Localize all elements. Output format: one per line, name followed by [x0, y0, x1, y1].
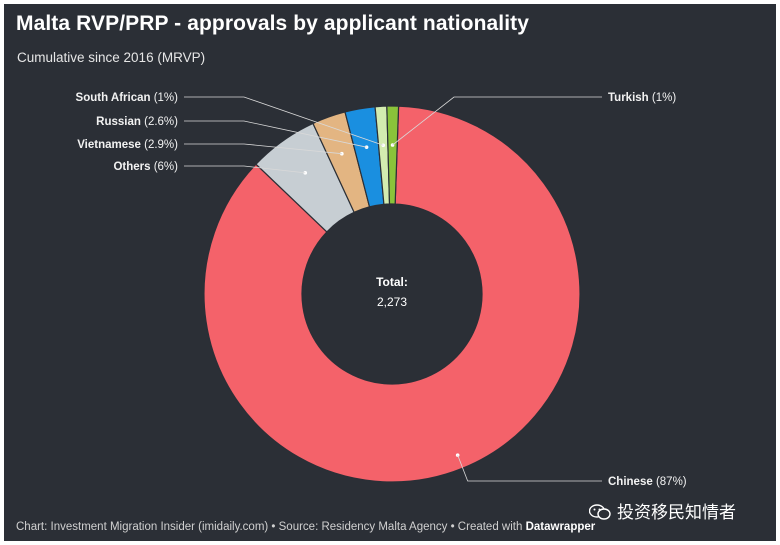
leader-line [184, 96, 384, 146]
slice-label: Russian (2.6%) [96, 116, 178, 128]
slice-label: Chinese (87%) [608, 476, 687, 488]
slice-label: Turkish (1%) [608, 92, 676, 104]
slice-labels: Chinese (87%) Others (6%) Vietnamese (2.9%… [76, 92, 687, 488]
slice-dot [364, 145, 369, 149]
center-total-value: 2,273 [377, 295, 407, 309]
slice-dot [381, 143, 386, 148]
donut-chart: Chinese (87%) Others (6%) Vietnamese (2.9%… [76, 92, 687, 488]
footer-credit: Chart: Investment Migration Insider (imi… [16, 521, 526, 533]
leader-line [184, 165, 306, 174]
slice-label: South African (1%) [76, 92, 179, 104]
chart-frame: Malta RVP/PRP - approvals by applicant n… [4, 4, 776, 541]
leader-line [457, 454, 602, 482]
leader-line [184, 143, 342, 155]
slice-turkish [386, 105, 400, 205]
wechat-icon [589, 504, 611, 520]
slice-label: Others (6%) [113, 161, 178, 173]
watermark: 投资移民知情者 [589, 498, 736, 523]
leader-line [184, 120, 367, 148]
leader-lines [184, 96, 602, 482]
chart-title: Malta RVP/PRP - approvals by applicant n… [16, 12, 530, 35]
watermark-text: 投资移民知情者 [617, 503, 736, 523]
donut-slices [203, 105, 581, 483]
slice-label: Vietnamese (2.9%) [77, 139, 178, 151]
chart-subtitle: Cumulative since 2016 (MRVP) [17, 50, 206, 65]
chart-footer: Chart: Investment Migration Insider (imi… [16, 521, 595, 533]
slice-chinese [203, 105, 581, 483]
center-total-label: Total: [376, 275, 408, 289]
leader-line [392, 96, 602, 146]
footer-tool: Datawrapper [525, 521, 596, 533]
